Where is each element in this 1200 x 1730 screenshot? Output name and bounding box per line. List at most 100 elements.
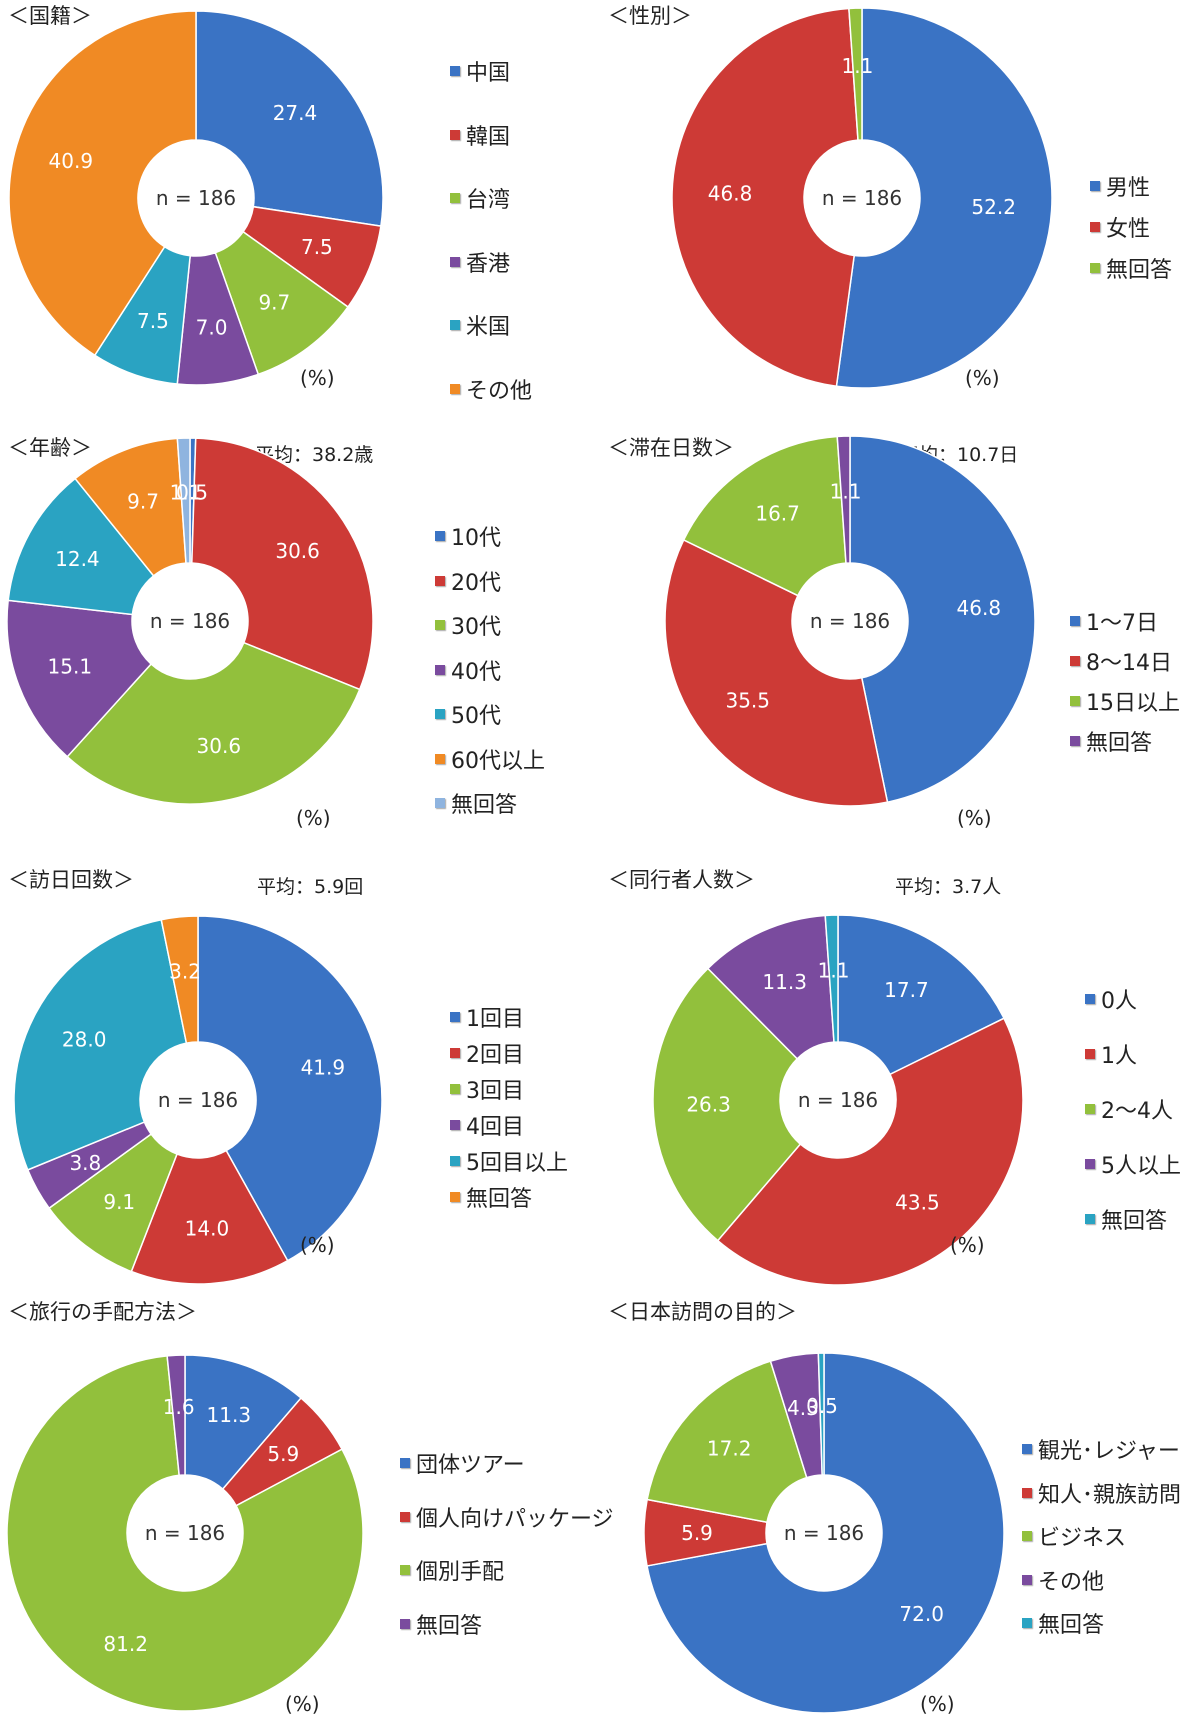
legend-item: その他 — [450, 373, 532, 405]
legend-item: 5人以上 — [1085, 1148, 1181, 1180]
legend-label: 観光･レジャー — [1038, 1439, 1180, 1464]
legend-item: 1～7日 — [1070, 605, 1158, 637]
data-label: 46.8 — [957, 596, 1002, 620]
data-label: 7.5 — [301, 235, 333, 259]
legend-swatch — [1022, 1487, 1032, 1498]
legend-swatch — [450, 383, 460, 394]
data-label: 1.1 — [170, 481, 202, 505]
legend-item: 50代 — [435, 698, 501, 730]
legend-label: 3回目 — [466, 1079, 524, 1104]
legend-item: 無回答 — [450, 1181, 532, 1213]
donut-slice-5 — [824, 914, 839, 1043]
donut-chart: 46.8 35.5 16.7 1.1 n = 186 — [664, 435, 1036, 807]
legend-label: 女性 — [1106, 217, 1151, 242]
data-label: 7.0 — [196, 316, 228, 340]
chart-title: ＜国籍＞ — [8, 4, 92, 28]
legend-label: 15日以上 — [1086, 691, 1180, 716]
data-label: 12.4 — [55, 547, 100, 571]
data-label: 0.5 — [806, 1394, 838, 1418]
donut-slice-5 — [817, 1352, 825, 1476]
sample-size-label: n = 186 — [810, 609, 890, 633]
data-label: 3.8 — [69, 1151, 101, 1175]
percent-unit-label: (%) — [957, 806, 992, 830]
sample-size-label: n = 186 — [156, 186, 236, 210]
legend-item: 5回目以上 — [450, 1145, 568, 1177]
legend-item: 個人向けパッケージ — [400, 1501, 614, 1533]
donut-slice-1 — [195, 10, 384, 227]
legend-swatch — [1085, 994, 1095, 1004]
percent-unit-label: (%) — [920, 1692, 955, 1716]
average-label: 平均：3.7人 — [895, 876, 1002, 898]
data-label: 1.1 — [842, 54, 874, 78]
data-label: 27.4 — [273, 101, 318, 125]
donut-slice-4 — [6, 599, 153, 758]
data-label: 35.5 — [725, 688, 770, 712]
legend-label: 無回答 — [1038, 1613, 1105, 1638]
legend-item: 40代 — [435, 654, 501, 686]
donut-chart: 0.5 30.6 30.6 15.1 12.4 9.7 1.1 n = 186 — [6, 437, 374, 805]
legend-swatch — [1070, 696, 1080, 706]
legend-label: 10代 — [451, 526, 501, 551]
legend-item: 無回答 — [1022, 1607, 1104, 1639]
legend-item: 30代 — [435, 609, 501, 641]
legend-swatch — [450, 320, 460, 330]
data-label: 30.6 — [275, 539, 320, 563]
data-label: 28.0 — [62, 1027, 107, 1051]
chart-panel-gender: ＜性別＞ 52.2 46.8 1.1 n = 186 (%) 男性 女性 無回答 — [600, 0, 1200, 432]
legend-label: 中国 — [466, 61, 511, 86]
chart-title: ＜日本訪問の目的＞ — [608, 1300, 797, 1324]
legend-item: 無回答 — [400, 1608, 482, 1640]
legend-label: 個人向けパッケージ — [416, 1506, 614, 1532]
donut-slice-1 — [837, 914, 1005, 1076]
data-label: 46.8 — [708, 182, 753, 206]
legend-swatch — [1085, 1214, 1095, 1224]
data-label: 15.1 — [48, 654, 93, 678]
legend-item: 無回答 — [1090, 252, 1172, 284]
legend-swatch — [435, 620, 445, 630]
legend-swatch — [1085, 1159, 1095, 1169]
donut-chart: 72.0 5.9 17.2 4.30.5 n = 186 — [643, 1352, 1005, 1714]
data-label: 14.0 — [185, 1217, 230, 1241]
legend-item: 15日以上 — [1070, 685, 1180, 717]
legend-label: 20代 — [451, 570, 501, 596]
legend-label: 30代 — [451, 615, 501, 640]
sample-size-label: n = 186 — [150, 609, 230, 633]
donut-chart: 41.9 14.0 9.13.8 28.0 3.2 n = 186 — [13, 915, 383, 1285]
legend-item: 4回目 — [450, 1109, 524, 1141]
legend-item: 20代 — [435, 565, 501, 597]
legend-label: 無回答 — [1106, 258, 1173, 283]
data-label: 5.9 — [681, 1521, 713, 1545]
legend-swatch — [1022, 1618, 1032, 1628]
donut-slice-3 — [848, 7, 863, 141]
legend-label: 無回答 — [416, 1613, 483, 1639]
legend-swatch — [1090, 181, 1100, 191]
legend-swatch — [435, 753, 445, 764]
legend-item: 10代 — [435, 520, 501, 552]
legend-label: 無回答 — [451, 793, 518, 818]
legend-item: 1回目 — [450, 1001, 524, 1033]
legend-label: その他 — [1038, 1569, 1105, 1595]
legend-item: 3回目 — [450, 1073, 524, 1105]
donut-slice-2 — [671, 7, 859, 388]
data-label: 1.6 — [163, 1395, 195, 1419]
donut-slice-2 — [191, 437, 374, 691]
data-label: 3.2 — [169, 960, 201, 984]
legend-swatch — [1070, 616, 1080, 626]
legend-item: 台湾 — [450, 182, 510, 214]
data-label: 5.9 — [267, 1442, 299, 1466]
legend-label: 5人以上 — [1101, 1154, 1181, 1179]
legend-swatch — [1085, 1049, 1095, 1059]
legend-swatch — [435, 531, 445, 541]
legend-item: 女性 — [1090, 211, 1150, 243]
donut-slice-3 — [66, 641, 361, 805]
sample-size-label: n = 186 — [145, 1521, 225, 1545]
percent-unit-label: (%) — [296, 806, 331, 830]
legend-label: ビジネス — [1038, 1526, 1127, 1551]
donut-slice-5 — [7, 477, 155, 616]
chart-title: ＜性別＞ — [608, 4, 692, 28]
legend-label: 香港 — [466, 251, 511, 277]
legend-item: 2回目 — [450, 1037, 524, 1069]
donut-slice-2 — [130, 1149, 289, 1285]
donut-slice-3 — [6, 1355, 364, 1712]
legend-item: 男性 — [1090, 170, 1150, 202]
